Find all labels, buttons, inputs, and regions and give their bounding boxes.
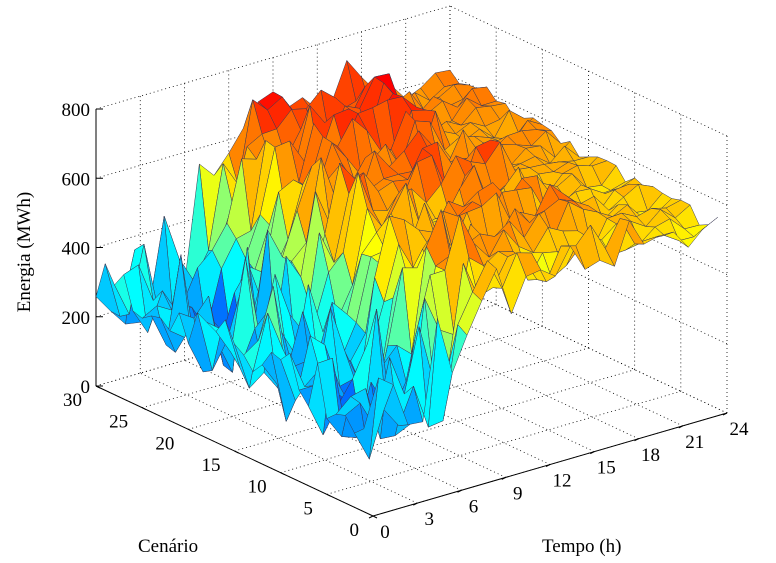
x-tick-label: 3 [425, 509, 435, 530]
y-tick-mark [141, 407, 147, 411]
side-grid-line [449, 282, 728, 414]
side-grid-line [449, 213, 728, 345]
y-tick-label: 5 [303, 498, 313, 519]
x-tick-label: 24 [730, 419, 750, 440]
side-grid-line [449, 74, 728, 206]
z-tick-label: 400 [62, 239, 91, 260]
z-tick-label: 0 [81, 377, 91, 398]
x-axis-label: Tempo (h) [542, 536, 621, 557]
floor-grid-line [140, 372, 418, 504]
x-tick-mark [457, 489, 462, 493]
side-grid-line [449, 5, 728, 137]
axes [95, 108, 728, 519]
y-tick-mark [234, 450, 239, 454]
y-tick-label: 0 [350, 520, 360, 541]
y-tick-mark [280, 472, 285, 476]
x-tick-label: 15 [597, 458, 616, 479]
z-tick-label: 200 [62, 308, 91, 329]
y-tick-label: 10 [248, 477, 267, 498]
floor-grid-line [280, 369, 635, 474]
surface-patch [354, 377, 379, 460]
x-tick-mark [413, 502, 418, 506]
y-tick-mark [188, 428, 193, 432]
floor-grid-line [405, 295, 683, 427]
x-tick-label: 9 [513, 483, 523, 504]
z-tick-label: 600 [62, 169, 91, 190]
x-tick-label: 12 [553, 471, 572, 492]
x-tick-mark [368, 515, 374, 519]
floor-grid-line [326, 390, 681, 495]
z-axis-label: Energia (MWh) [14, 192, 35, 312]
x-tick-label: 6 [469, 496, 479, 517]
surface [95, 59, 718, 460]
x-tick-label: 21 [685, 432, 704, 453]
y-tick-label: 20 [155, 433, 174, 454]
y-tick-label: 30 [63, 390, 82, 411]
y-tick-mark [372, 515, 378, 519]
x-tick-mark [545, 464, 551, 467]
z-tick-label: 800 [62, 100, 91, 121]
x-tick-mark [501, 476, 506, 480]
x-tick-label: 18 [641, 445, 660, 466]
x-tick-mark [634, 438, 639, 442]
x-tick-mark [678, 425, 683, 429]
y-tick-label: 15 [202, 455, 221, 476]
x-tick-label: 0 [380, 522, 390, 543]
y-axis-label: Cenário [138, 536, 198, 557]
x-tick-mark [722, 412, 728, 416]
back-grid-line [95, 5, 451, 110]
y-tick-label: 25 [109, 412, 128, 433]
y-tick-mark [326, 493, 332, 497]
x-tick-mark [590, 451, 595, 455]
floor-grid-line [317, 321, 595, 452]
